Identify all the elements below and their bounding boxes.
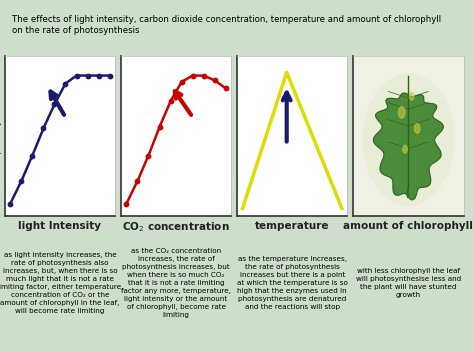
Ellipse shape [399, 107, 405, 118]
Point [189, 73, 196, 78]
Point [28, 153, 36, 158]
Point [222, 86, 229, 91]
Point [211, 77, 219, 83]
Ellipse shape [363, 74, 454, 205]
Text: The effects of light intensity, carbon dioxide concentration, temperature and am: The effects of light intensity, carbon d… [12, 15, 441, 34]
X-axis label: CO$_2$ concentration: CO$_2$ concentration [122, 221, 230, 234]
Point [73, 73, 80, 78]
Point [62, 81, 69, 86]
Point [106, 73, 113, 78]
Text: with less chlorophyll the leaf
will photosynthesise less and
the plant will have: with less chlorophyll the leaf will phot… [356, 268, 461, 297]
Point [40, 126, 47, 131]
Point [145, 153, 152, 158]
Point [167, 98, 174, 104]
Point [84, 73, 91, 78]
Point [123, 201, 130, 207]
Y-axis label: rate of photosynthesis: rate of photosynthesis [0, 89, 2, 184]
Ellipse shape [414, 124, 420, 133]
Polygon shape [374, 93, 443, 200]
Point [178, 79, 185, 85]
Point [200, 73, 208, 78]
Ellipse shape [410, 93, 414, 100]
X-axis label: amount of chlorophyll: amount of chlorophyll [344, 221, 473, 231]
Point [156, 124, 164, 130]
Text: as the temperature increases,
the rate of photosynthesis
increases but there is : as the temperature increases, the rate o… [237, 256, 347, 310]
Point [95, 73, 102, 78]
Point [7, 201, 14, 207]
Text: as light intensity increases, the
rate of photosynthesis also
increases, but, wh: as light intensity increases, the rate o… [0, 252, 123, 314]
Text: as the CO₂ concentration
increases, the rate of
photosynthesis increases, but
wh: as the CO₂ concentration increases, the … [121, 247, 231, 318]
Point [18, 178, 25, 184]
Ellipse shape [403, 145, 407, 153]
X-axis label: light Intensity: light Intensity [18, 221, 101, 231]
Point [134, 178, 141, 184]
Point [51, 101, 58, 107]
X-axis label: temperature: temperature [255, 221, 329, 231]
